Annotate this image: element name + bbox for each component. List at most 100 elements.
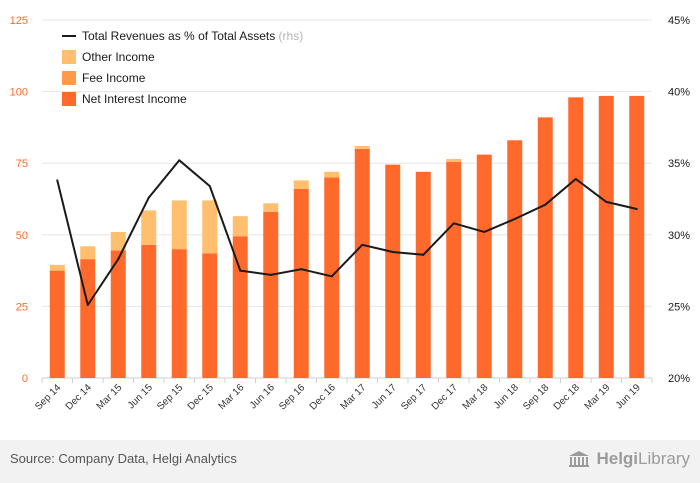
line-point — [422, 253, 425, 256]
line-point — [86, 303, 89, 306]
line-point — [330, 275, 333, 278]
x-tick-label: Sep 16 — [277, 382, 307, 412]
bar-net-interest-income — [354, 148, 370, 378]
line-point — [391, 250, 394, 253]
x-tick-label: Dec 18 — [552, 382, 582, 412]
bar-other-income — [141, 210, 157, 245]
line-point — [178, 159, 181, 162]
line-series-path — [56, 159, 638, 306]
legend-label: Fee Income — [82, 71, 146, 85]
bar-net-interest-income — [385, 164, 401, 378]
line-point — [56, 179, 59, 182]
bar-net-interest-income — [446, 161, 462, 378]
brand-logo: HelgiLibrary — [568, 449, 690, 469]
x-axis: Sep 14 Dec 14 Mar 15 Jun 15 Sep 15 Dec 15 Mar … — [33, 378, 653, 413]
footer: Source: Company Data, Helgi Analytics He… — [0, 440, 700, 483]
bar-net-interest-income — [80, 259, 96, 378]
line-point — [239, 269, 242, 272]
bar-net-interest-income — [324, 177, 340, 378]
y-left-tick-label: 50 — [16, 230, 28, 242]
line-point — [605, 200, 608, 203]
legend-label: Other Income — [82, 50, 155, 64]
y-left-tick-label: 25 — [16, 301, 28, 313]
bar-net-interest-income — [537, 117, 553, 378]
legend-label: Net Interest Income — [82, 92, 187, 106]
bar-other-income — [354, 146, 370, 149]
x-tick-label: Jun 15 — [126, 382, 155, 411]
bar-net-interest-income — [293, 188, 309, 378]
line-point — [269, 273, 272, 276]
legend-swatch — [62, 50, 76, 64]
bar-net-interest-income — [49, 270, 65, 378]
legend-swatch — [62, 92, 76, 106]
x-tick-label: Mar 18 — [461, 382, 491, 412]
x-tick-label: Mar 16 — [217, 382, 247, 412]
bar-net-interest-income — [415, 171, 431, 378]
line-point — [300, 268, 303, 271]
y-right-tick-label: 35% — [668, 158, 690, 170]
bar-other-income — [80, 246, 96, 260]
line-point — [361, 243, 364, 246]
line-point — [483, 230, 486, 233]
x-tick-label: Dec 17 — [430, 382, 460, 412]
x-tick-label: Sep 15 — [155, 382, 185, 412]
bar-net-interest-income — [598, 95, 614, 379]
revenue-ratio-line — [56, 159, 638, 306]
x-tick-label: Sep 18 — [521, 382, 551, 412]
bar-net-interest-income — [507, 140, 523, 378]
x-tick-label: Mar 19 — [583, 382, 613, 412]
y-left-tick-label: 100 — [10, 87, 28, 99]
y-right-tick-label: 45% — [668, 15, 690, 27]
bar-other-income — [293, 180, 309, 189]
bar-net-interest-income — [263, 211, 279, 378]
bar-other-income — [202, 200, 218, 254]
bar-other-income — [232, 216, 248, 237]
y-right-tick-label: 30% — [668, 230, 690, 242]
brand-name: Helgi — [596, 449, 639, 468]
legend-label: Total Revenues as % of Total Assets (rhs… — [82, 29, 303, 43]
bars — [49, 95, 645, 379]
x-tick-label: Jun 16 — [248, 382, 277, 411]
y-left-tick-label: 125 — [10, 15, 28, 27]
line-point — [208, 185, 211, 188]
bar-other-income — [446, 158, 462, 162]
bar-net-interest-income — [629, 95, 645, 379]
bar-net-interest-income — [568, 97, 584, 378]
x-tick-label: Dec 15 — [186, 382, 216, 412]
line-point — [452, 222, 455, 225]
legend-label-suffix: (rhs) — [275, 29, 303, 43]
line-point — [635, 208, 638, 211]
y-right-tick-label: 40% — [668, 87, 690, 99]
bar-net-interest-income — [476, 154, 492, 378]
brand-suffix: Library — [638, 449, 690, 468]
source-note: Source: Company Data, Helgi Analytics — [10, 451, 237, 466]
y-left-tick-label: 0 — [22, 373, 28, 385]
bar-net-interest-income — [202, 253, 218, 378]
line-point — [544, 203, 547, 206]
y-right-tick-label: 25% — [668, 301, 690, 313]
bar-net-interest-income — [110, 250, 126, 378]
x-tick-label: Mar 17 — [339, 382, 369, 412]
x-tick-label: Mar 15 — [95, 382, 125, 412]
bar-other-income — [263, 203, 279, 212]
line-point — [513, 218, 516, 221]
y-axis-right: 20% 25% 30% 35% 40% 45% — [668, 15, 690, 385]
bar-other-income — [171, 200, 187, 250]
x-tick-label: Jun 17 — [370, 382, 399, 411]
x-tick-label: Dec 16 — [308, 382, 338, 412]
bar-net-interest-income — [141, 244, 157, 378]
x-tick-label: Dec 14 — [64, 382, 94, 412]
bar-net-interest-income — [171, 249, 187, 378]
x-tick-label: Jun 18 — [492, 382, 521, 411]
bar-other-income — [49, 264, 65, 271]
line-point — [574, 177, 577, 180]
line-point — [147, 196, 150, 199]
bar-other-income — [110, 231, 126, 251]
legend-swatch — [62, 71, 76, 85]
bar-other-income — [324, 171, 340, 178]
legend: Total Revenues as % of Total Assets (rhs… — [62, 29, 303, 106]
y-right-tick-label: 20% — [668, 373, 690, 385]
x-tick-label: Sep 14 — [33, 382, 63, 412]
y-axis-left: 0 25 50 75 100 125 — [10, 15, 28, 385]
